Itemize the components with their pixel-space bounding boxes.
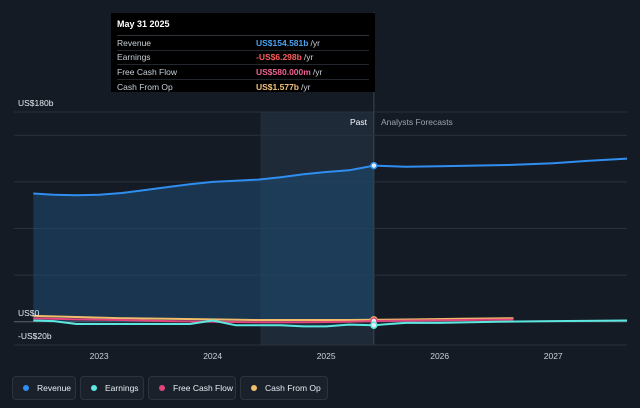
cash-from-op-line <box>33 314 374 321</box>
x-tick-label: 2025 <box>317 351 336 361</box>
tooltip-value: US$1.577b <box>256 81 299 92</box>
legend-label: Revenue <box>37 383 72 393</box>
revenue-marker <box>370 161 378 170</box>
tooltip-unit: /yr <box>312 66 323 77</box>
legend-label: Earnings <box>105 383 139 393</box>
earnings-line <box>33 319 374 328</box>
tooltip-unit: /yr <box>310 37 320 48</box>
y-axis-bottom-label: -US$20b <box>18 331 52 341</box>
x-tick-label: 2023 <box>90 351 109 361</box>
tooltip-unit: /yr <box>303 52 314 63</box>
revenue-forecast-line <box>373 157 628 168</box>
free-cash-flow-line <box>33 317 374 324</box>
legend-item-cash-from-op[interactable]: Cash From Op <box>240 376 328 400</box>
revenue-area <box>33 165 374 322</box>
earnings-forecast-line <box>373 319 628 327</box>
legend-label: Free Cash Flow <box>173 383 233 393</box>
free-cash-flow-dot-icon <box>159 385 165 391</box>
tooltip-row-free-cash-flow: Free Cash Flow US$580.000m /yr <box>117 65 369 80</box>
earnings-marker <box>370 321 378 329</box>
cash-from-op-dot-icon <box>251 385 257 391</box>
past-label: Past <box>350 117 368 127</box>
revenue-dot-icon <box>23 385 29 391</box>
tooltip-row-earnings: Earnings -US$6.298b /yr <box>117 51 369 66</box>
y-axis-zero-label: US$0 <box>18 308 40 318</box>
tooltip-label: Earnings <box>117 52 151 63</box>
tooltip-unit: /yr <box>301 81 311 92</box>
y-axis-top-label: US$180b <box>18 98 54 108</box>
tooltip-date: May 31 2025 <box>117 19 369 36</box>
tooltip-label: Cash From Op <box>117 81 173 92</box>
tooltip-row-revenue: Revenue US$154.581b /yr <box>117 36 369 51</box>
legend-item-revenue[interactable]: Revenue <box>12 376 76 400</box>
legend-label: Cash From Op <box>265 383 321 393</box>
tooltip-value: US$580.000m <box>256 66 311 77</box>
cash-from-op-forecast-line <box>373 317 514 321</box>
tooltip: May 31 2025 Revenue US$154.581b /yr Earn… <box>111 13 375 92</box>
x-tick-label: 2024 <box>203 351 222 361</box>
forecast-label: Analysts Forecasts <box>381 117 453 127</box>
x-tick-label: 2027 <box>544 351 563 361</box>
revenue-line <box>33 164 375 197</box>
legend-item-earnings[interactable]: Earnings <box>80 376 144 400</box>
tooltip-row-cash-from-op: Cash From Op US$1.577b /yr <box>117 80 369 94</box>
free-cash-flow-forecast-line <box>373 318 514 322</box>
legend-item-free-cash-flow[interactable]: Free Cash Flow <box>148 376 236 400</box>
x-tick-label: 2026 <box>430 351 449 361</box>
tooltip-label: Revenue <box>117 37 152 48</box>
earnings-dot-icon <box>91 385 97 391</box>
tooltip-value: US$154.581b <box>256 37 309 48</box>
tooltip-value: -US$6.298b <box>256 52 302 63</box>
tooltip-label: Free Cash Flow <box>117 66 177 77</box>
